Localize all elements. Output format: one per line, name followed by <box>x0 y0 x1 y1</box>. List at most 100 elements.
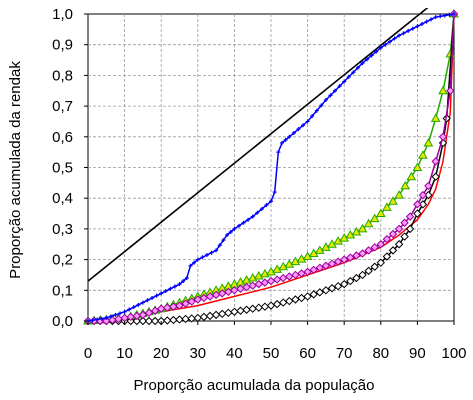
data-point <box>406 171 417 181</box>
data-point <box>376 240 386 249</box>
data-point <box>246 217 251 222</box>
data-point <box>388 229 398 239</box>
data-point <box>283 137 288 142</box>
data-point <box>397 33 402 38</box>
data-point <box>382 202 392 211</box>
data-point <box>221 238 226 243</box>
data-point <box>309 265 318 275</box>
data-point <box>188 263 193 268</box>
y-tick-label: 0,0 <box>52 313 73 330</box>
x-tick-label: 100 <box>441 345 466 362</box>
data-point <box>333 281 343 291</box>
data-point <box>412 162 423 171</box>
data-point <box>382 252 392 261</box>
data-point <box>319 103 324 108</box>
x-tick-label: 70 <box>336 345 353 362</box>
data-point <box>438 132 448 142</box>
data-point <box>99 316 104 321</box>
data-point <box>150 306 160 315</box>
data-point <box>214 248 219 253</box>
data-point <box>333 257 343 266</box>
y-tick-label: 0,8 <box>52 67 73 84</box>
data-point <box>419 21 424 26</box>
data-point <box>394 240 404 249</box>
data-point <box>364 246 373 255</box>
data-point <box>122 309 127 314</box>
data-point <box>225 233 230 238</box>
data-point <box>352 273 361 283</box>
data-point <box>175 301 184 310</box>
data-point <box>394 190 404 199</box>
data-point <box>272 190 277 195</box>
y-tick-label: 0,2 <box>52 252 73 269</box>
data-point <box>400 180 411 190</box>
data-point <box>346 276 355 286</box>
y-tick-label: 1,0 <box>52 6 73 23</box>
y-tick-label: 0,6 <box>52 129 73 146</box>
y-tick-label: 0,1 <box>52 282 73 299</box>
data-point <box>195 257 200 262</box>
data-point <box>172 284 177 289</box>
data-point <box>413 209 422 218</box>
data-point <box>264 203 269 208</box>
data-point <box>375 208 386 218</box>
data-point <box>118 311 123 316</box>
data-point <box>346 253 355 262</box>
data-point <box>255 210 260 215</box>
data-point <box>431 157 440 166</box>
data-point <box>232 226 237 231</box>
data-point <box>342 79 347 84</box>
data-point <box>357 223 368 233</box>
data-point <box>365 57 370 62</box>
data-point <box>187 297 196 306</box>
data-point <box>382 234 392 244</box>
data-point <box>138 316 148 326</box>
data-point <box>355 65 360 70</box>
data-point <box>442 13 447 18</box>
data-point <box>333 88 338 93</box>
data-point <box>370 262 379 271</box>
data-point <box>303 292 312 301</box>
data-point <box>175 315 184 324</box>
data-point <box>352 251 361 260</box>
data-point <box>209 250 214 255</box>
data-point <box>181 314 190 324</box>
y-tick-label: 0,3 <box>52 221 73 238</box>
data-point <box>204 252 209 257</box>
data-point <box>200 255 205 260</box>
data-point <box>418 190 428 200</box>
data-point <box>360 61 365 66</box>
series-5 <box>83 9 459 326</box>
x-tick-label: 40 <box>226 345 243 362</box>
data-point <box>276 150 281 155</box>
data-point <box>140 300 145 305</box>
data-point <box>424 190 433 200</box>
data-point <box>132 316 142 326</box>
x-tick-label: 90 <box>409 345 426 362</box>
data-point <box>405 224 415 234</box>
data-point <box>376 258 386 267</box>
data-point <box>301 123 306 128</box>
data-point <box>296 254 307 263</box>
y-axis-ticks: 0,0 0,1 0,2 0,3 0,4 0,5 0,6 0,7 0,8 0,9 1,0 <box>52 6 88 330</box>
y-tick-label: 0,9 <box>52 37 73 54</box>
data-point <box>418 200 428 209</box>
data-point <box>250 214 255 219</box>
data-point <box>269 199 273 204</box>
series-0 <box>86 12 456 323</box>
data-point <box>159 291 164 296</box>
data-point <box>446 86 455 95</box>
y-axis-title: Proporção acumulada da rendak <box>7 61 24 279</box>
data-point <box>127 307 132 312</box>
data-point <box>328 93 333 98</box>
data-point <box>192 260 197 265</box>
data-point <box>431 172 440 181</box>
y-tick-label: 0,5 <box>52 160 73 177</box>
data-point <box>321 286 331 295</box>
x-tick-label: 50 <box>263 345 280 362</box>
data-point <box>144 316 154 326</box>
data-point <box>228 229 233 234</box>
x-tick-label: 80 <box>372 345 389 362</box>
data-point <box>378 45 383 50</box>
